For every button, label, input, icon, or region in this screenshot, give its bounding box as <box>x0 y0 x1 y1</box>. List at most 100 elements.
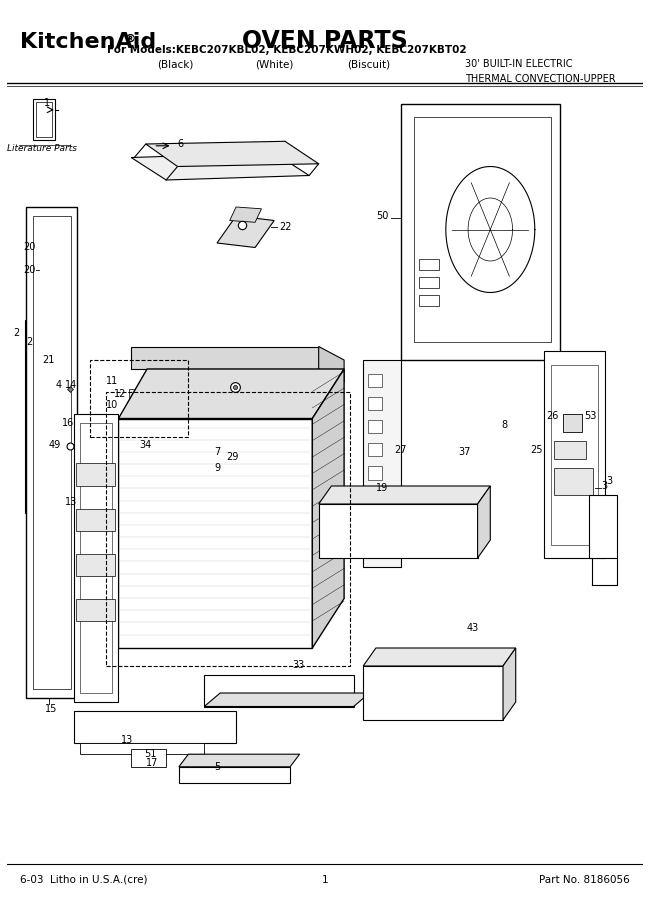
Text: 33: 33 <box>292 660 304 670</box>
Text: 12: 12 <box>114 389 126 399</box>
Text: 37: 37 <box>459 446 471 457</box>
Polygon shape <box>368 466 382 480</box>
Text: 7: 7 <box>214 446 220 457</box>
Polygon shape <box>419 259 439 270</box>
Polygon shape <box>554 468 593 495</box>
Polygon shape <box>554 441 585 459</box>
Polygon shape <box>37 102 52 137</box>
Polygon shape <box>179 754 300 767</box>
Text: 53: 53 <box>584 410 597 421</box>
Text: 16: 16 <box>61 418 74 428</box>
Polygon shape <box>414 117 551 342</box>
Polygon shape <box>38 252 46 342</box>
Polygon shape <box>80 742 204 754</box>
Polygon shape <box>363 360 402 567</box>
Text: 14: 14 <box>65 380 77 391</box>
Polygon shape <box>90 423 312 446</box>
Text: 29: 29 <box>227 452 239 463</box>
Text: 19: 19 <box>376 483 388 493</box>
Polygon shape <box>119 369 344 419</box>
Polygon shape <box>363 666 503 720</box>
Text: 30' BUILT-IN ELECTRIC: 30' BUILT-IN ELECTRIC <box>465 59 572 69</box>
Polygon shape <box>563 414 582 432</box>
Polygon shape <box>319 504 477 558</box>
Polygon shape <box>544 351 604 558</box>
Text: 8: 8 <box>501 419 507 430</box>
Text: 21: 21 <box>42 355 55 365</box>
Polygon shape <box>419 295 439 306</box>
Text: 1: 1 <box>321 875 329 885</box>
Polygon shape <box>477 486 490 558</box>
Text: 43: 43 <box>466 623 479 633</box>
Text: 34: 34 <box>140 440 152 451</box>
Polygon shape <box>368 374 382 387</box>
Polygon shape <box>25 320 31 513</box>
Text: THERMAL CONVECTION-UPPER: THERMAL CONVECTION-UPPER <box>465 74 615 84</box>
Polygon shape <box>76 554 115 576</box>
Polygon shape <box>368 443 382 456</box>
Text: 13: 13 <box>121 734 133 745</box>
Polygon shape <box>402 104 560 360</box>
Text: 5: 5 <box>214 761 220 772</box>
Polygon shape <box>74 414 119 702</box>
Text: OVEN PARTS: OVEN PARTS <box>242 29 408 53</box>
Text: Literature Parts: Literature Parts <box>7 144 77 153</box>
Text: 15: 15 <box>46 704 58 714</box>
Text: Part No. 8186056: Part No. 8186056 <box>539 875 630 885</box>
Polygon shape <box>368 397 382 410</box>
Polygon shape <box>368 536 382 549</box>
Text: 51: 51 <box>144 749 156 760</box>
Text: 26: 26 <box>546 410 559 421</box>
Polygon shape <box>33 99 55 140</box>
Text: 20: 20 <box>23 242 35 252</box>
Text: 2: 2 <box>26 337 33 347</box>
Polygon shape <box>204 693 370 706</box>
Polygon shape <box>76 508 115 531</box>
Text: 9: 9 <box>214 463 220 473</box>
Text: 3: 3 <box>606 476 612 486</box>
Polygon shape <box>76 464 115 486</box>
Text: 25: 25 <box>530 445 542 455</box>
Polygon shape <box>368 512 382 526</box>
Text: ®: ® <box>125 33 136 43</box>
Polygon shape <box>179 767 290 783</box>
Polygon shape <box>419 277 439 288</box>
Polygon shape <box>146 141 319 166</box>
Polygon shape <box>319 346 344 382</box>
Polygon shape <box>119 418 312 648</box>
Polygon shape <box>368 419 382 433</box>
Text: KitchenAid: KitchenAid <box>20 32 156 51</box>
Text: 22: 22 <box>279 221 291 232</box>
Text: For Models:KEBC207KBL02, KEBC207KWH02, KEBC207KBT02: For Models:KEBC207KBL02, KEBC207KWH02, K… <box>107 45 467 55</box>
Polygon shape <box>589 495 617 558</box>
Text: (Black): (Black) <box>158 59 194 69</box>
Text: 10: 10 <box>106 400 118 410</box>
Text: 3: 3 <box>602 481 608 491</box>
Polygon shape <box>74 711 236 742</box>
Text: 50: 50 <box>376 211 389 221</box>
Polygon shape <box>131 346 319 369</box>
Polygon shape <box>129 400 163 409</box>
Polygon shape <box>204 675 353 706</box>
Polygon shape <box>131 749 166 767</box>
Polygon shape <box>363 648 516 666</box>
Text: 4: 4 <box>55 380 61 391</box>
Polygon shape <box>319 486 490 504</box>
Text: 13: 13 <box>65 497 77 508</box>
Text: 17: 17 <box>146 758 158 768</box>
Text: 1: 1 <box>44 98 50 108</box>
Polygon shape <box>551 364 599 544</box>
Polygon shape <box>312 369 344 648</box>
Polygon shape <box>80 423 112 693</box>
Polygon shape <box>33 216 71 688</box>
Polygon shape <box>129 389 170 398</box>
Polygon shape <box>503 648 516 720</box>
Text: 27: 27 <box>394 445 406 455</box>
Polygon shape <box>76 598 115 621</box>
Polygon shape <box>230 207 261 222</box>
Text: (Biscuit): (Biscuit) <box>347 59 390 69</box>
Polygon shape <box>26 207 77 698</box>
Polygon shape <box>217 216 274 248</box>
Text: 20: 20 <box>23 265 35 275</box>
Polygon shape <box>368 490 382 503</box>
